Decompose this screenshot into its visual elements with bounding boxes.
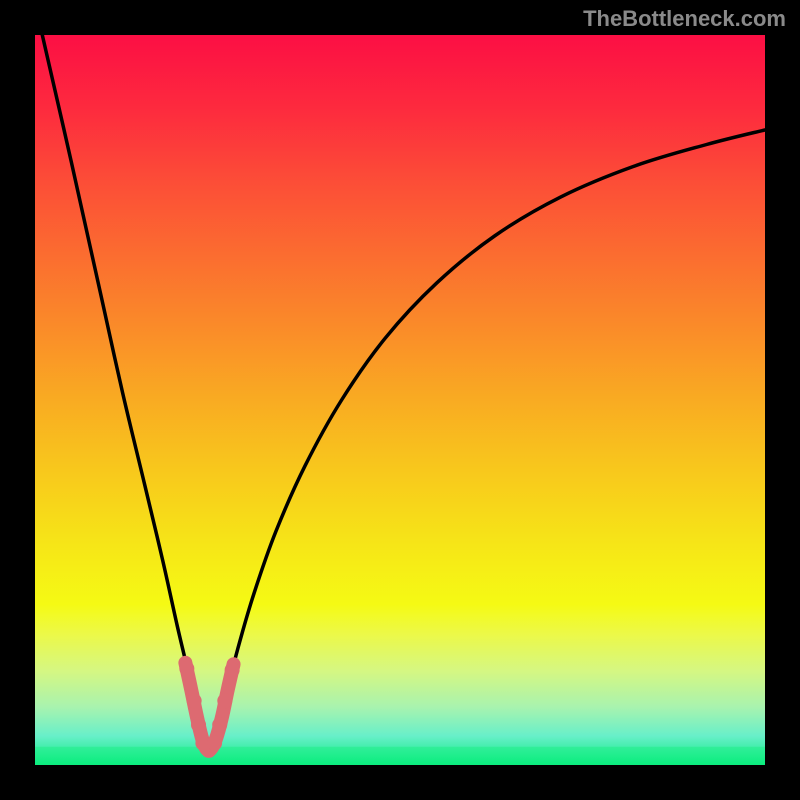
valley-marker-dot [217,693,232,708]
watermark-text: TheBottleneck.com [583,6,786,32]
valley-marker-dot [187,693,202,708]
valley-marker-dot [179,661,194,676]
green-band [35,747,765,765]
bottleneck-chart [35,35,765,765]
valley-marker-dot [191,717,206,732]
gradient-background [35,35,765,765]
plot-area [35,35,765,765]
valley-marker-dot [225,663,240,678]
valley-marker-dot [207,736,222,751]
valley-marker-dot [212,717,227,732]
chart-frame: TheBottleneck.com [0,0,800,800]
